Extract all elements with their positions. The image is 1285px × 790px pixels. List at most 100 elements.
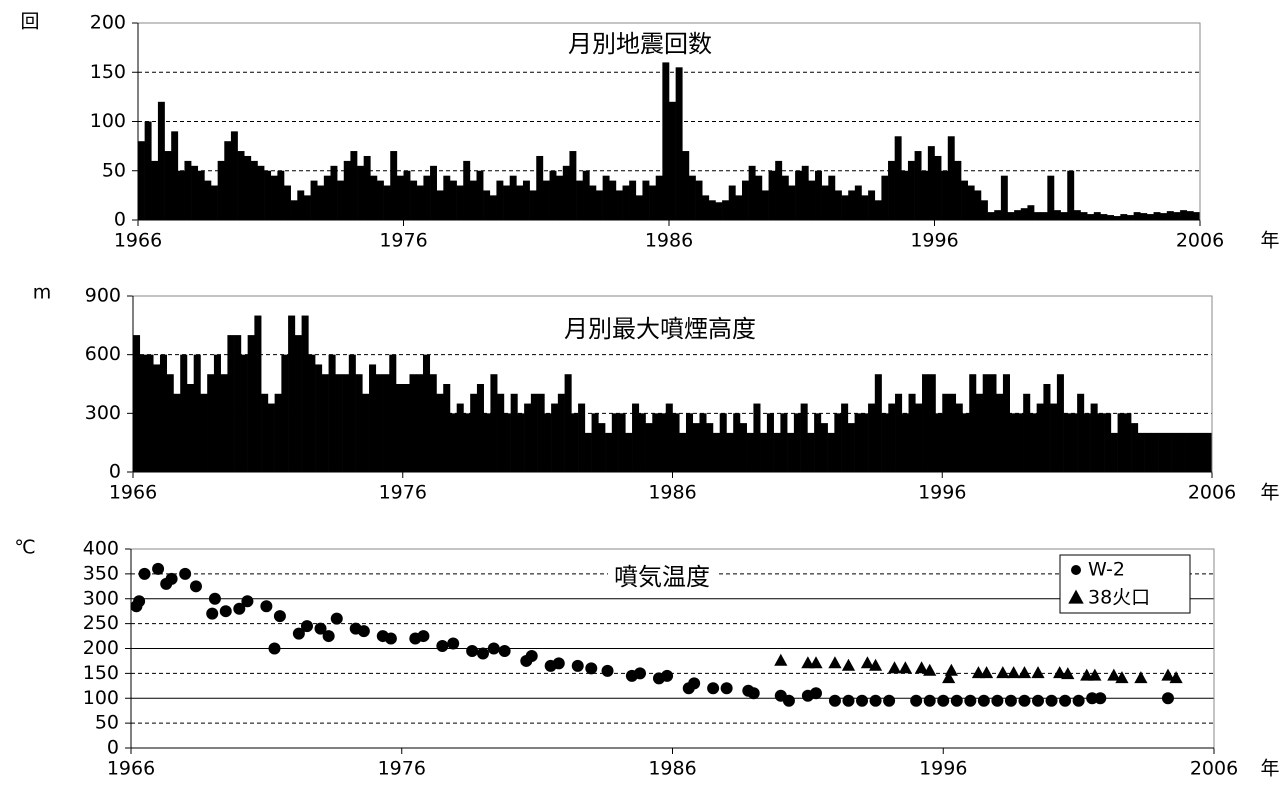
bar xyxy=(787,432,795,472)
x-tick-label: 1966 xyxy=(107,758,155,780)
y-unit: 回 xyxy=(20,11,39,33)
bar xyxy=(1178,432,1186,472)
x-tick-label: 1996 xyxy=(910,230,958,252)
bar xyxy=(642,180,650,220)
bar xyxy=(941,170,949,220)
bar xyxy=(994,210,1002,220)
triangle-marker xyxy=(868,658,883,671)
circle-marker xyxy=(466,644,479,657)
circle-marker xyxy=(1072,694,1085,707)
bar xyxy=(503,413,511,472)
y-tick-label: 250 xyxy=(83,612,119,634)
circle-marker xyxy=(883,694,896,707)
bar xyxy=(1164,432,1172,472)
bar xyxy=(834,190,842,220)
bar xyxy=(598,423,606,472)
bar xyxy=(376,180,384,220)
bar xyxy=(632,403,640,472)
bar xyxy=(706,423,714,472)
x-tick-label: 1976 xyxy=(378,758,426,780)
bar xyxy=(715,202,723,220)
bar xyxy=(544,413,552,472)
circle-marker xyxy=(498,644,511,657)
bar xyxy=(343,160,351,220)
bar xyxy=(1000,175,1008,220)
bar xyxy=(679,432,687,472)
bar xyxy=(874,200,882,220)
circle-marker xyxy=(152,562,165,575)
x-tick-label: 2006 xyxy=(1188,482,1236,504)
circle-marker xyxy=(260,600,273,613)
bar xyxy=(382,374,390,472)
bar xyxy=(665,403,673,472)
triangle-marker xyxy=(887,661,902,674)
circle-marker xyxy=(910,694,923,707)
triangle-marker xyxy=(809,656,823,669)
bar xyxy=(712,432,721,472)
bar xyxy=(921,170,929,220)
bar xyxy=(1080,212,1088,220)
triangle-marker xyxy=(841,658,856,671)
bar xyxy=(396,175,404,220)
bar xyxy=(591,413,599,472)
circle-marker xyxy=(782,694,795,707)
bar xyxy=(449,413,457,472)
bar xyxy=(551,403,559,472)
bar xyxy=(330,165,338,220)
bar xyxy=(429,374,437,472)
bar xyxy=(1050,403,1058,472)
bar xyxy=(780,413,788,472)
circle-marker xyxy=(138,567,151,580)
bar xyxy=(1137,432,1145,472)
bar xyxy=(1151,432,1159,472)
x-tick-label: 1986 xyxy=(648,758,696,780)
bar xyxy=(277,170,285,220)
bar xyxy=(257,165,265,220)
y-tick-label: 0 xyxy=(109,461,121,483)
title-background xyxy=(608,563,716,591)
triangle-marker xyxy=(1017,666,1032,679)
bar xyxy=(967,185,975,220)
bar xyxy=(213,354,221,472)
circle-marker xyxy=(601,664,614,677)
bar xyxy=(1191,432,1199,472)
bar xyxy=(297,190,305,220)
bar xyxy=(1077,393,1085,472)
bar xyxy=(342,374,350,472)
triangle-marker xyxy=(1134,671,1148,684)
bar xyxy=(781,175,789,220)
bar xyxy=(760,432,768,472)
bar xyxy=(868,190,876,220)
bar xyxy=(1014,210,1022,220)
bar xyxy=(795,170,803,220)
bar xyxy=(1063,413,1071,472)
bar xyxy=(1113,216,1121,220)
bar xyxy=(702,195,710,220)
bar xyxy=(699,413,707,472)
bar xyxy=(1133,212,1141,220)
bar xyxy=(788,185,796,220)
bar xyxy=(186,384,194,472)
bar xyxy=(463,160,471,220)
chart-title: 噴気温度 xyxy=(614,563,710,591)
bar xyxy=(362,393,370,472)
bar xyxy=(1144,432,1152,472)
bar xyxy=(483,413,491,472)
bar xyxy=(881,413,889,472)
bar xyxy=(773,432,781,472)
y-unit: m xyxy=(33,282,52,304)
bar xyxy=(184,160,192,220)
bar xyxy=(982,374,990,472)
x-tick-label: 1976 xyxy=(379,482,427,504)
bar xyxy=(402,384,410,472)
legend-label: W-2 xyxy=(1088,559,1125,581)
bar xyxy=(722,200,730,220)
circle-marker xyxy=(189,580,202,593)
bar xyxy=(363,155,371,220)
y-tick-label: 50 xyxy=(102,159,126,181)
bar xyxy=(191,165,199,220)
bar xyxy=(281,354,289,472)
bar xyxy=(954,160,962,220)
bar xyxy=(1153,212,1161,220)
y-tick-label: 100 xyxy=(90,110,126,132)
